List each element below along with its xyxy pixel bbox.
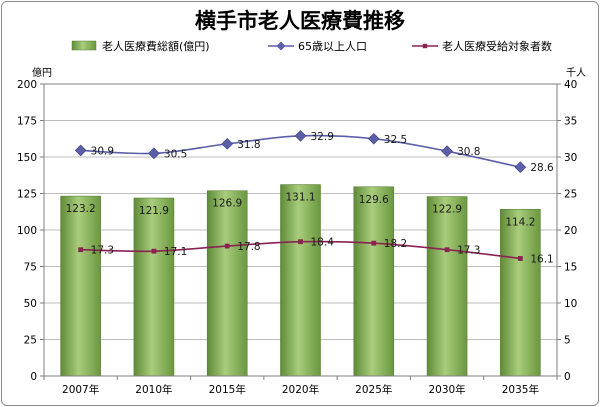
bar bbox=[133, 197, 175, 377]
legend-marker-square bbox=[422, 43, 428, 49]
y-left-tick-label: 50 bbox=[24, 298, 37, 310]
x-tick-label: 2025年 bbox=[355, 383, 392, 396]
bar-value-label: 114.2 bbox=[505, 216, 535, 228]
line-value-label: 30.8 bbox=[457, 146, 480, 158]
y-right-tick-label: 30 bbox=[564, 152, 577, 164]
line-value-label: 17.8 bbox=[237, 241, 260, 253]
line-marker-square bbox=[78, 247, 84, 253]
y-left-tick-label: 25 bbox=[24, 335, 37, 347]
y-right-tick-label: 20 bbox=[564, 225, 577, 237]
legend-label: 老人医療受給対象者数 bbox=[442, 39, 552, 53]
y-left-tick-label: 100 bbox=[17, 225, 37, 237]
line-value-label: 31.8 bbox=[237, 139, 260, 151]
bar-value-label: 122.9 bbox=[432, 204, 462, 216]
legend: 老人医療費総額(億円) 65歳以上人口 老人医療受給対象者数 bbox=[71, 39, 552, 53]
bar-value-label: 129.6 bbox=[359, 194, 389, 206]
line-marker-diamond bbox=[74, 144, 87, 157]
axes: 0 25 50 75 100 125 150 175 200 0 5 10 15 20 25 30 35 40 20… bbox=[17, 66, 586, 396]
x-tick-label: 2035年 bbox=[502, 383, 539, 396]
legend-label: 老人医療費総額(億円) bbox=[102, 39, 210, 53]
line-marker-square bbox=[151, 248, 157, 254]
y-left-tick-label: 125 bbox=[17, 189, 37, 201]
y-left-tick-label: 175 bbox=[17, 116, 37, 128]
line-marker-square bbox=[224, 243, 230, 249]
legend-swatch-bar bbox=[71, 40, 97, 51]
y-right-tick-label: 35 bbox=[564, 116, 577, 128]
line-marker-square bbox=[444, 247, 450, 253]
data-labels: 123.2 121.9 126.9 131.1 129.6 122.9 114.2 30.9 3… bbox=[66, 131, 554, 266]
y-right-tick-label: 15 bbox=[564, 262, 577, 274]
y-right-tick-label: 0 bbox=[564, 371, 571, 383]
bar bbox=[280, 184, 321, 377]
line-value-label: 32.5 bbox=[384, 134, 407, 146]
chart-title: 横手市老人医療費推移 bbox=[195, 9, 405, 33]
line-marker-diamond bbox=[221, 138, 234, 150]
y-right-tick-label: 5 bbox=[564, 335, 571, 347]
line-marker-square bbox=[517, 256, 523, 261]
line-value-label: 17.3 bbox=[91, 245, 114, 257]
bars bbox=[60, 184, 541, 377]
x-tick-label: 2020年 bbox=[282, 383, 319, 396]
line-marker-diamond bbox=[294, 130, 307, 142]
line-marker-diamond bbox=[367, 132, 380, 145]
y-right-tick-label: 25 bbox=[564, 189, 577, 201]
line-value-label: 30.5 bbox=[164, 148, 187, 160]
x-tick-label: 2010年 bbox=[135, 383, 172, 396]
bar bbox=[353, 186, 395, 377]
legend-marker-diamond bbox=[276, 41, 286, 51]
y-right-tick-label: 40 bbox=[564, 79, 577, 91]
line-value-label: 30.9 bbox=[91, 145, 114, 157]
y-right-unit: 千人 bbox=[566, 67, 586, 79]
line-value-label: 18.2 bbox=[384, 238, 407, 250]
line-value-label: 17.3 bbox=[457, 245, 480, 257]
y-left-unit: 億円 bbox=[32, 66, 52, 79]
y-right-tick-label: 10 bbox=[564, 298, 577, 310]
lines bbox=[74, 130, 527, 261]
line-value-label: 32.9 bbox=[311, 131, 334, 143]
x-tick-label: 2030年 bbox=[428, 383, 465, 396]
line-marker-square bbox=[298, 239, 303, 245]
y-left-tick-label: 150 bbox=[17, 152, 37, 164]
bar bbox=[500, 208, 541, 377]
x-tick-label: 2007年 bbox=[62, 383, 99, 396]
line-value-label: 28.6 bbox=[530, 162, 554, 174]
line-marker-diamond bbox=[441, 145, 453, 157]
line-value-label: 16.1 bbox=[530, 253, 553, 265]
line-value-label: 18.4 bbox=[311, 237, 335, 249]
y-left-tick-label: 0 bbox=[30, 371, 37, 383]
legend-label: 65歳以上人口 bbox=[298, 40, 367, 53]
line-marker-diamond bbox=[514, 161, 527, 174]
line-marker-square bbox=[371, 240, 377, 246]
bar bbox=[206, 190, 248, 377]
bar bbox=[60, 195, 101, 377]
bar-value-label: 123.2 bbox=[66, 203, 96, 215]
bar-value-label: 131.1 bbox=[285, 192, 315, 204]
line-marker-diamond bbox=[148, 147, 160, 160]
line-value-label: 17.1 bbox=[164, 246, 187, 258]
y-left-tick-label: 200 bbox=[17, 79, 37, 91]
bar bbox=[426, 196, 468, 377]
y-left-tick-label: 75 bbox=[24, 262, 37, 274]
x-tick-label: 2015年 bbox=[209, 383, 246, 396]
bar-value-label: 121.9 bbox=[139, 205, 169, 217]
bar-value-label: 126.9 bbox=[212, 198, 242, 210]
